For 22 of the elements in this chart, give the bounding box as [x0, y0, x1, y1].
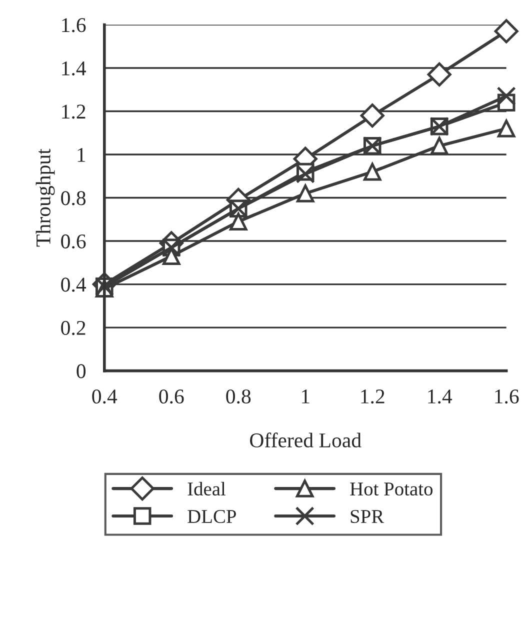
legend-label: Hot Potato: [350, 482, 433, 496]
x-tick-label: 1: [302, 390, 310, 404]
y-axis-title: Throughput: [36, 148, 55, 247]
y-tick-label: 0.2: [61, 320, 86, 336]
y-tick-label: 0.6: [61, 234, 86, 249]
x-tick-label: 1.2: [361, 390, 384, 404]
legend-label: DLCP: [188, 510, 236, 524]
y-tick-label: 0: [76, 364, 86, 378]
y-tick-label: 1: [78, 148, 86, 162]
x-tick-label: 0.6: [159, 389, 184, 404]
legend-label: Ideal: [188, 482, 226, 496]
x-tick-label: 1.6: [495, 390, 519, 404]
legend-label: SPR: [350, 510, 384, 524]
y-tick-label: 1.6: [62, 18, 86, 32]
y-tick-label: 1.2: [62, 104, 86, 119]
x-tick-label: 0.8: [226, 389, 251, 404]
x-tick-label: 1.4: [428, 390, 452, 404]
x-axis-title: Offered Load: [250, 432, 362, 448]
y-tick-label: 1.4: [62, 61, 86, 76]
y-tick-label: 0.4: [61, 278, 86, 292]
y-tick-label: 0.8: [61, 191, 86, 206]
x-tick-label: 0.4: [92, 389, 118, 404]
